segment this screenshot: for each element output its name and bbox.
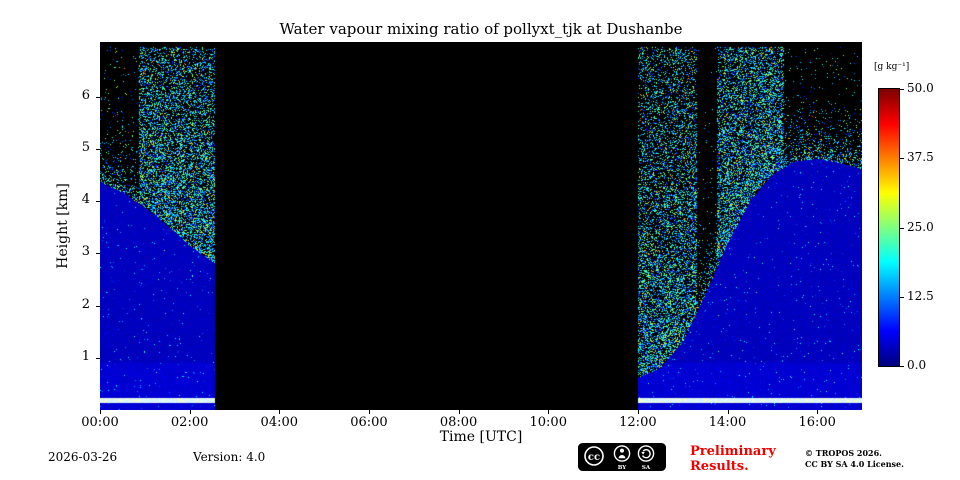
x-tick-label: 02:00 [170, 415, 209, 430]
copyright-license: © TROPOS 2026. CC BY SA 4.0 License. [805, 448, 904, 470]
y-tick [96, 96, 100, 98]
y-tick [96, 357, 100, 359]
x-tick-label: 04:00 [260, 415, 299, 430]
colorbar-tick [900, 227, 904, 229]
license-text: CC BY SA 4.0 License. [805, 459, 904, 469]
copyright-text: © TROPOS 2026. [805, 448, 882, 458]
x-tick-label: 06:00 [350, 415, 388, 430]
colorbar-tick-label: 37.5 [907, 150, 934, 165]
colorbar-tick-label: 25.0 [907, 219, 934, 234]
x-tick [637, 410, 639, 414]
cc-icon [584, 446, 604, 466]
y-tick-label: 4 [81, 192, 90, 208]
by-person-icon [613, 445, 631, 462]
y-tick [96, 149, 100, 150]
sa-label: SA [642, 465, 651, 471]
x-tick-label: 12:00 [619, 415, 657, 430]
preliminary-results-note: Preliminary Results. [690, 444, 776, 474]
x-tick [100, 410, 101, 414]
x-tick-label: 00:00 [81, 415, 119, 430]
y-tick-label: 3 [81, 244, 90, 260]
x-tick-label: 14:00 [708, 415, 747, 430]
measurement-date: 2026-03-26 [48, 450, 118, 464]
x-tick [189, 410, 191, 414]
sa-arrow-icon [637, 445, 655, 462]
colorbar-tick-label: 50.0 [907, 81, 934, 95]
x-axis-label: Time [UTC] [439, 429, 523, 445]
chart-title: Water vapour mixing ratio of pollyxt_tjk… [279, 20, 683, 38]
y-tick [96, 305, 100, 307]
version-label: Version: 4.0 [193, 450, 266, 464]
colorbar-tick [900, 366, 904, 367]
x-tick-label: 16:00 [798, 415, 836, 430]
sa-arrowhead [641, 451, 645, 455]
x-tick [727, 410, 729, 414]
heatmap-plot [100, 42, 862, 410]
x-tick [458, 410, 460, 414]
x-tick [548, 410, 550, 414]
preliminary-line2: Results. [690, 459, 749, 474]
colorbar-tick [900, 158, 904, 160]
colorbar-tick [900, 89, 904, 90]
y-tick-label: 5 [81, 140, 90, 155]
sa-arrow [641, 449, 651, 459]
y-tick [96, 253, 100, 255]
colorbar [878, 88, 900, 367]
y-tick-label: 1 [81, 348, 90, 364]
x-tick [368, 410, 370, 414]
by-person-body [618, 455, 626, 459]
cc-by-sa-badge: cc BY SA [578, 443, 666, 471]
by-person-head [620, 448, 624, 453]
colorbar-tick-label: 12.5 [907, 288, 934, 303]
colorbar-tick-label: 0.0 [907, 358, 927, 372]
y-tick-label: 6 [81, 87, 90, 103]
by-label: BY [618, 465, 627, 471]
y-tick-label: 2 [81, 296, 90, 312]
x-tick-label: 08:00 [439, 415, 478, 430]
y-tick [96, 201, 100, 203]
preliminary-line1: Preliminary [690, 444, 776, 459]
x-tick-label: 10:00 [529, 415, 567, 430]
colorbar-tick [900, 296, 904, 298]
colorbar-unit-label: [g kg⁻¹] [874, 62, 910, 72]
x-tick [279, 410, 281, 414]
x-tick [817, 410, 819, 414]
cc-icon-text: cc [588, 452, 600, 463]
